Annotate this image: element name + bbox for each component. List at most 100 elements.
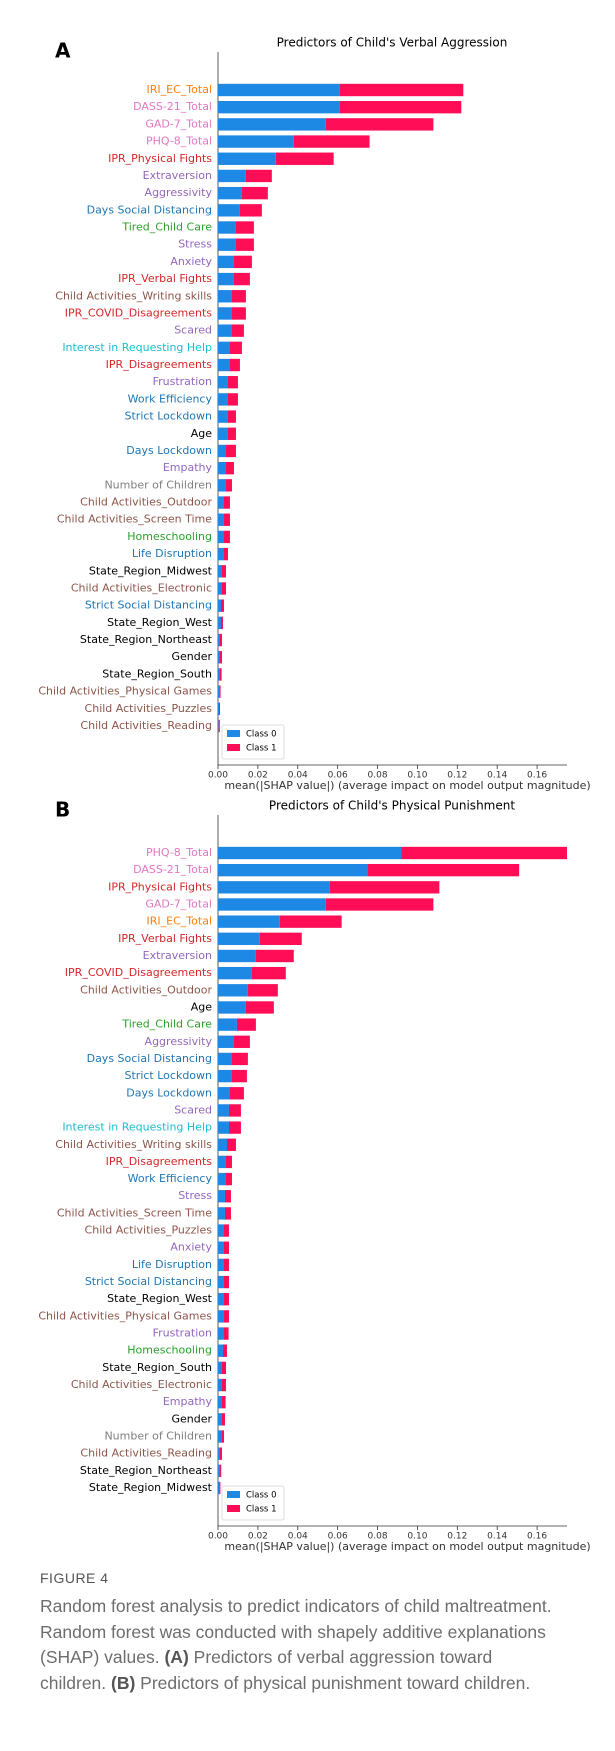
bar-segment (223, 496, 230, 509)
bar-segment (218, 582, 222, 595)
y-tick-label: Child Activities_Writing skills (55, 289, 212, 302)
y-tick-label: IRI_EC_Total (147, 83, 212, 96)
bar-segment (218, 863, 368, 877)
bar-segment (218, 599, 221, 612)
bar-segment (218, 1447, 220, 1460)
bar-segment (223, 1310, 229, 1323)
bar-segment (218, 633, 220, 647)
bar-segment (218, 719, 219, 733)
y-tick-label: IPR_Disagreements (106, 358, 213, 371)
y-tick-label: Extraversion (143, 169, 212, 182)
bar-segment (226, 1138, 236, 1151)
bar-segment (218, 118, 326, 131)
bar-segment (279, 915, 342, 928)
bar-segment (235, 238, 254, 251)
legend-swatch (227, 730, 240, 737)
bar-segment (241, 186, 268, 200)
y-tick-label: IRI_EC_Total (147, 915, 212, 928)
bar-segment (218, 393, 228, 406)
y-tick-label: State_Region_West (107, 1292, 213, 1305)
y-tick-label: Stress (178, 1189, 212, 1202)
bar-segment (218, 1378, 222, 1392)
y-tick-label: Work Efficiency (128, 392, 213, 405)
bar-segment (218, 1464, 220, 1478)
y-tick-label: DASS-21_Total (133, 100, 212, 113)
bar-segment (218, 376, 228, 389)
y-tick-label: Days Lockdown (126, 444, 212, 457)
y-tick-label: Number of Children (104, 1430, 212, 1443)
bar-segment (221, 1361, 226, 1375)
bar-segment (218, 702, 219, 715)
bar-segment (218, 152, 276, 165)
bar-segment (218, 898, 326, 911)
bar-segment (218, 1241, 224, 1254)
legend-swatch (227, 744, 240, 751)
panel-label: B (55, 798, 70, 822)
bar-segment (218, 169, 246, 183)
y-tick-label: Strict Social Distancing (85, 599, 212, 612)
bar-segment (218, 719, 220, 733)
bar-segment (225, 1155, 232, 1169)
bar-segment (218, 1224, 224, 1237)
chart-title: Predictors of Child's Verbal Aggression (277, 36, 508, 50)
bar-segment (218, 341, 230, 355)
y-tick-label: State_Region_West (107, 616, 213, 629)
bar-segment (219, 1464, 222, 1478)
y-tick-label: Child Activities_Reading (80, 719, 212, 732)
bar-segment (329, 881, 440, 894)
caption-part: Predictors of physical punishment toward… (135, 1672, 531, 1693)
bar-segment (218, 204, 240, 217)
bar-segment (219, 651, 222, 664)
y-tick-label: Empathy (163, 461, 213, 474)
bar-segment (218, 461, 226, 475)
y-tick-label: IPR_Verbal Fights (118, 272, 212, 285)
bar-segment (235, 221, 254, 234)
y-tick-label: Gender (171, 1412, 212, 1425)
bar-segment (218, 547, 224, 561)
y-tick-label: Homeschooling (127, 530, 212, 543)
legend-swatch (227, 1505, 240, 1512)
bar-segment (367, 863, 520, 877)
y-tick-label: Strict Lockdown (125, 1069, 213, 1082)
x-tick-label: 0.16 (527, 1532, 547, 1542)
bar-segment (218, 1430, 222, 1443)
y-tick-label: IPR_Physical Fights (108, 152, 212, 165)
y-tick-label: Child Activities_Electronic (71, 1378, 212, 1391)
bar-segment (225, 461, 234, 475)
x-axis-label: mean(|SHAP value|) (average impact on mo… (224, 1540, 590, 1553)
y-tick-label: State_Region_Midwest (89, 564, 213, 577)
bar-segment (227, 393, 238, 406)
y-tick-label: Aggressivity (145, 186, 213, 199)
caption-label: FIGURE 4 (40, 1570, 109, 1586)
bar-segment (231, 324, 244, 337)
y-tick-label: Age (191, 427, 213, 440)
bar-segment (325, 118, 434, 131)
bar-segment (218, 565, 222, 578)
bar-segment (229, 1087, 244, 1100)
bar-segment (223, 513, 230, 526)
bar-segment (218, 1155, 226, 1169)
bar-segment (231, 1052, 248, 1066)
bar-segment (218, 479, 226, 492)
x-tick-label: 0.12 (447, 1532, 467, 1542)
bar-segment (218, 651, 220, 664)
bar-segment (223, 547, 228, 561)
bar-segment (339, 83, 464, 97)
bar-segment (223, 1293, 229, 1306)
bar-segment (221, 1378, 226, 1392)
x-tick-label: 0.10 (407, 771, 427, 781)
bar-segment (223, 1224, 229, 1237)
x-tick-label: 0.02 (248, 771, 268, 781)
y-tick-label: Child Activities_Physical Games (38, 1309, 212, 1322)
bar-segment (223, 1241, 229, 1254)
y-tick-label: Number of Children (104, 478, 212, 491)
y-tick-label: State_Region_Northeast (80, 633, 213, 646)
bar-segment (218, 221, 236, 234)
bar-segment (227, 410, 236, 423)
x-tick-label: 0.04 (288, 1532, 308, 1542)
bar-segment (218, 1207, 225, 1220)
caption-part: (B) (111, 1672, 136, 1693)
bar-segment (221, 582, 226, 595)
bar-segment (245, 1001, 274, 1014)
bar-segment (236, 1018, 256, 1031)
